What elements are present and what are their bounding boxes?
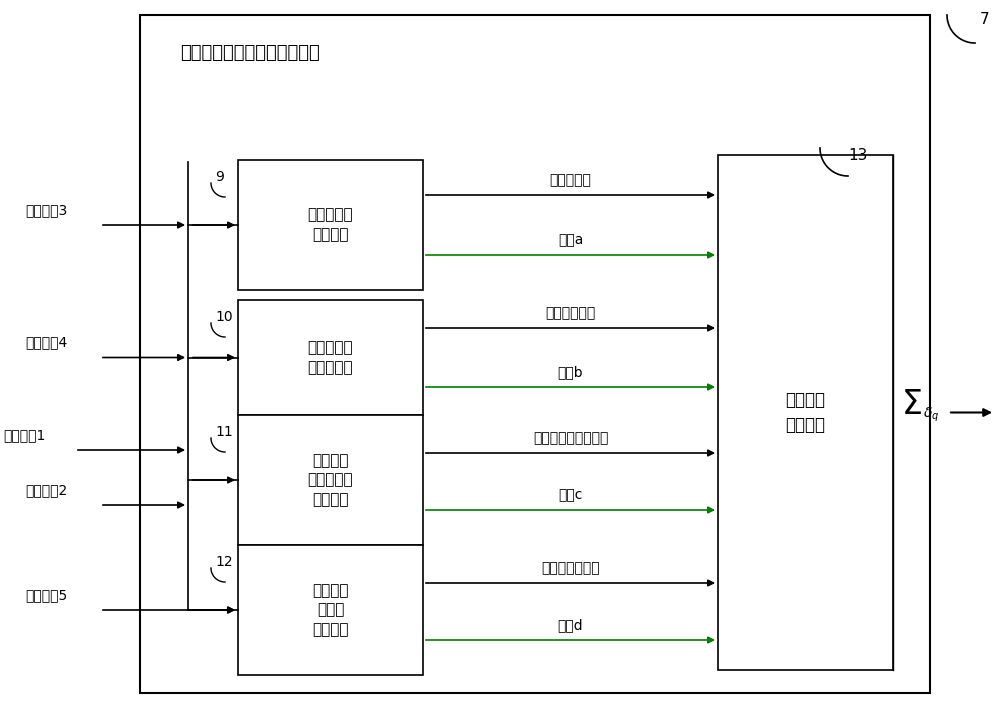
Text: 13: 13: [848, 148, 868, 163]
Text: 二阶噪声
混合累积量
处理单元: 二阶噪声 混合累积量 处理单元: [308, 452, 353, 508]
Bar: [140, 15, 930, 693]
Bar: [238, 300, 423, 415]
Text: 10: 10: [215, 310, 233, 324]
Bar: [718, 155, 893, 670]
Text: 输入参数4: 输入参数4: [25, 336, 67, 350]
Text: 周期分块
处理单元: 周期分块 处理单元: [786, 391, 826, 434]
Text: 12: 12: [215, 555, 233, 569]
Text: $\delta_q$: $\delta_q$: [923, 406, 939, 423]
Text: 双二阶累积量: 双二阶累积量: [545, 306, 596, 320]
Text: 索引b: 索引b: [558, 365, 583, 379]
Text: 双二阶累积
量处理单元: 双二阶累积 量处理单元: [308, 340, 353, 375]
Text: 二阶噪声混合累积量: 二阶噪声混合累积量: [533, 431, 608, 445]
Bar: [238, 415, 423, 545]
Text: 索引a: 索引a: [558, 233, 583, 247]
Text: 四阶噪声累积量: 四阶噪声累积量: [541, 561, 600, 575]
Text: 7: 7: [980, 12, 990, 27]
Text: $\Sigma$: $\Sigma$: [901, 388, 921, 421]
Text: 四阶累积量: 四阶累积量: [550, 173, 591, 187]
Text: 四阶累积量
处理单元: 四阶累积量 处理单元: [308, 207, 353, 242]
Text: 输入参数2: 输入参数2: [25, 483, 67, 497]
Bar: [238, 545, 423, 675]
Text: 输入参数3: 输入参数3: [25, 203, 67, 217]
Text: 索引c: 索引c: [558, 488, 583, 502]
Text: 四阶噪声
累积量
处理单元: 四阶噪声 累积量 处理单元: [312, 583, 349, 637]
Text: 9: 9: [215, 170, 224, 184]
Text: 输入参数1: 输入参数1: [3, 428, 45, 442]
Text: 索引d: 索引d: [558, 618, 583, 632]
Bar: [238, 160, 423, 290]
Text: 输入参数5: 输入参数5: [25, 588, 67, 602]
Text: 估计误差协方差矩阵处理单元: 估计误差协方差矩阵处理单元: [180, 44, 320, 62]
Text: 11: 11: [215, 425, 233, 439]
